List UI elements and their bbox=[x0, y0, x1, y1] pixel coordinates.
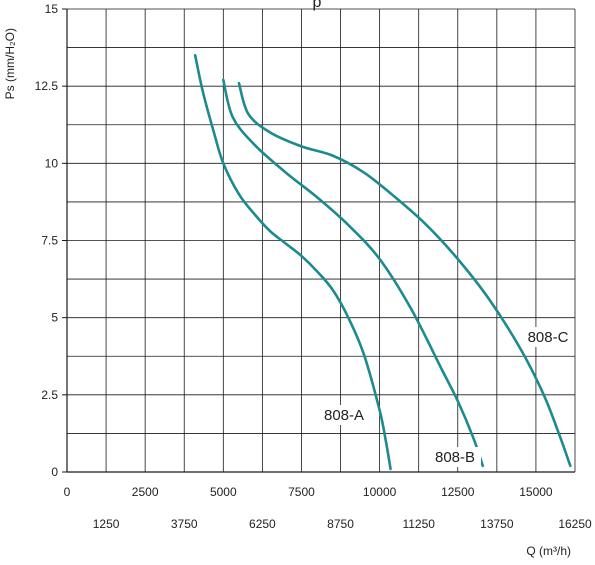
x-axis-title: Q (m³/h) bbox=[526, 544, 571, 558]
series-line-808-c bbox=[237, 81, 572, 468]
series-labels: 808-A 808-B 808-C bbox=[318, 327, 574, 467]
x-tick-label: 12500 bbox=[441, 485, 475, 499]
y-tick-label: 0 bbox=[51, 465, 58, 479]
series-label-background bbox=[429, 447, 481, 467]
series-label-background bbox=[318, 405, 370, 425]
series-label-808-c: 808-C bbox=[528, 329, 569, 346]
x-tick-label: 7500 bbox=[288, 485, 315, 499]
x-tick-label: 0 bbox=[64, 485, 71, 499]
tick-labels: 0 2.5 5 7.5 10 12.5 15 0 2500 5000 7500 10000 12500 1… bbox=[35, 2, 592, 531]
x-tick-label: 5000 bbox=[210, 485, 237, 499]
series-label-808-b: 808-B bbox=[435, 449, 475, 466]
y-tick-label: 15 bbox=[45, 2, 59, 16]
x-tick-label: 6250 bbox=[249, 517, 276, 531]
x-tick-label: 2500 bbox=[132, 485, 159, 499]
y-tick-label: 10 bbox=[45, 156, 59, 170]
x-tick-label: 8750 bbox=[327, 517, 354, 531]
x-tick-label: 1250 bbox=[93, 517, 120, 531]
series-line-808-a bbox=[193, 54, 392, 471]
series-label-808-a: 808-A bbox=[324, 407, 364, 424]
x-tick-label: 15000 bbox=[519, 485, 553, 499]
series-label-background bbox=[522, 327, 574, 347]
x-tick-label: 10000 bbox=[363, 485, 397, 499]
y-tick-label: 12.5 bbox=[35, 79, 59, 93]
series-line-808-b bbox=[222, 78, 485, 468]
y-tick-label: 7.5 bbox=[41, 234, 58, 248]
x-tick-label: 3750 bbox=[171, 517, 198, 531]
y-tick-label: 5 bbox=[51, 311, 58, 325]
x-tick-label: 11250 bbox=[402, 517, 435, 531]
axes bbox=[62, 8, 575, 473]
series bbox=[193, 54, 572, 471]
x-tick-label: 16250 bbox=[558, 517, 592, 531]
y-tick-label: 2.5 bbox=[41, 388, 58, 402]
x-tick-label: 13750 bbox=[480, 517, 514, 531]
y-axis-title: Ps (mm/H₂O) bbox=[3, 28, 17, 99]
title-fragment: p bbox=[313, 0, 322, 11]
grid bbox=[66, 8, 576, 473]
